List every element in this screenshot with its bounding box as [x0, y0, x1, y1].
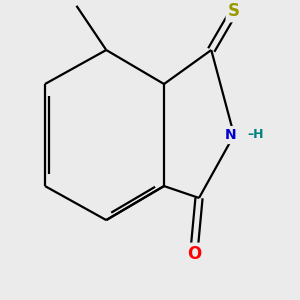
Text: O: O: [187, 245, 201, 263]
Text: S: S: [228, 2, 240, 20]
Text: –H: –H: [248, 128, 264, 141]
Text: N: N: [225, 128, 237, 142]
